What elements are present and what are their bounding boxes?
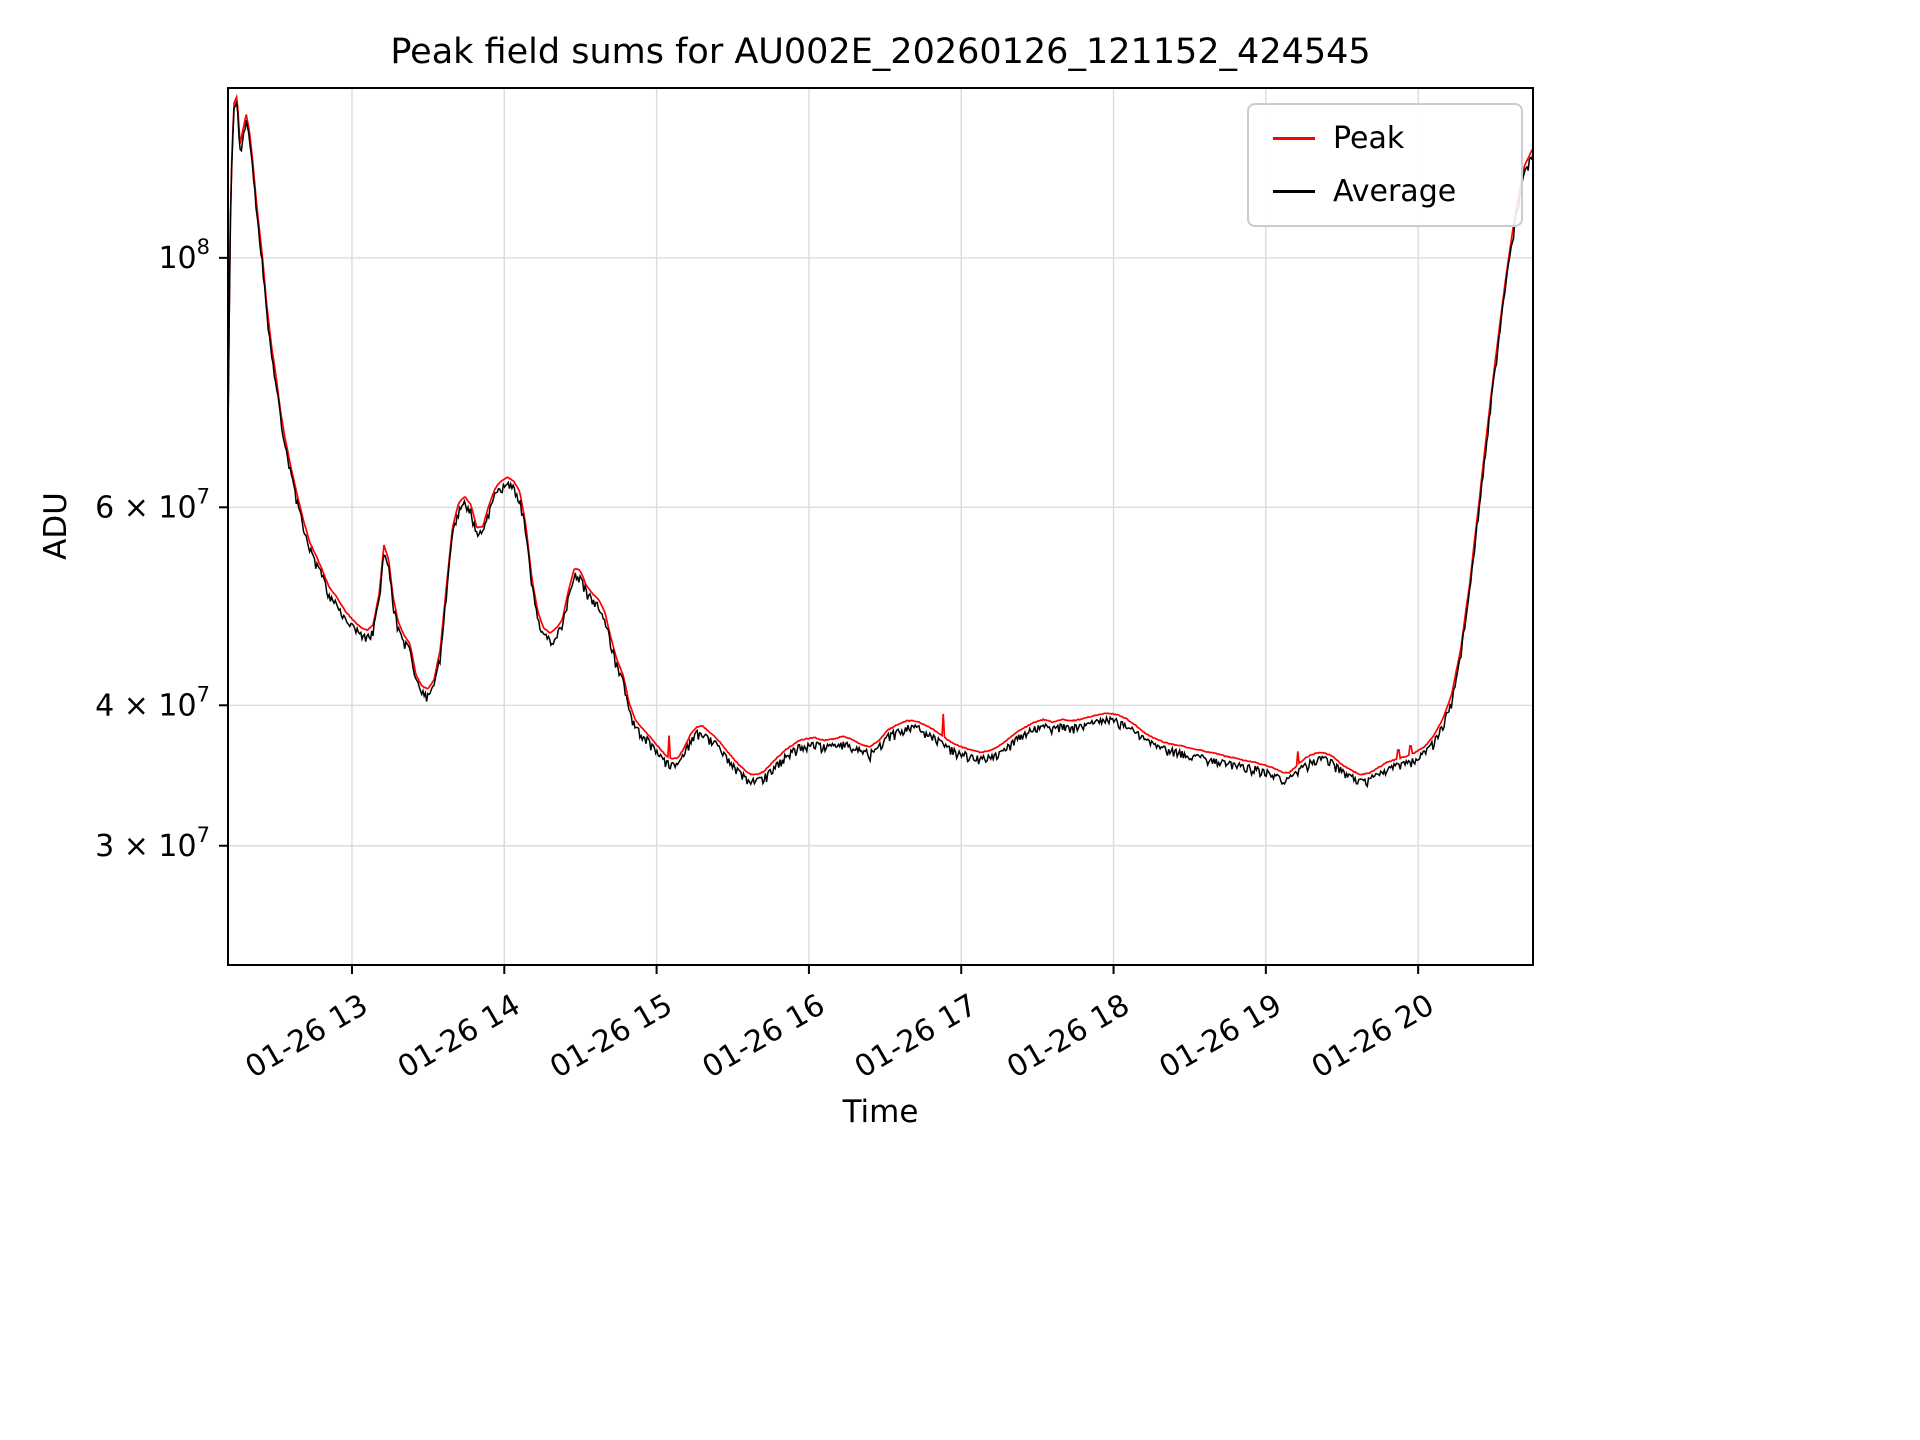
peak-line-swatch xyxy=(1273,137,1315,140)
x-axis-label: Time xyxy=(842,1094,919,1130)
y-tick-label: 6 × 107 xyxy=(95,484,210,525)
axis-ticks xyxy=(219,256,1420,974)
y-tick-label: 4 × 107 xyxy=(95,682,210,723)
y-tick-label: 108 xyxy=(158,235,210,276)
chart-title: Peak field sums for AU002E_20260126_1211… xyxy=(390,32,1371,72)
average-line-swatch xyxy=(1273,190,1315,193)
plot-border xyxy=(227,87,1534,966)
legend-label-peak: Peak xyxy=(1333,121,1405,156)
peak-line xyxy=(228,93,1533,776)
grid-lines xyxy=(228,88,1533,965)
legend-item-peak: Peak xyxy=(1273,121,1497,156)
y-tick-label: 3 × 107 xyxy=(95,823,210,864)
legend: Peak Average xyxy=(1247,103,1523,227)
legend-label-average: Average xyxy=(1333,174,1457,209)
y-axis-label: ADU xyxy=(38,492,74,560)
average-line xyxy=(228,101,1533,789)
legend-item-average: Average xyxy=(1273,174,1497,209)
